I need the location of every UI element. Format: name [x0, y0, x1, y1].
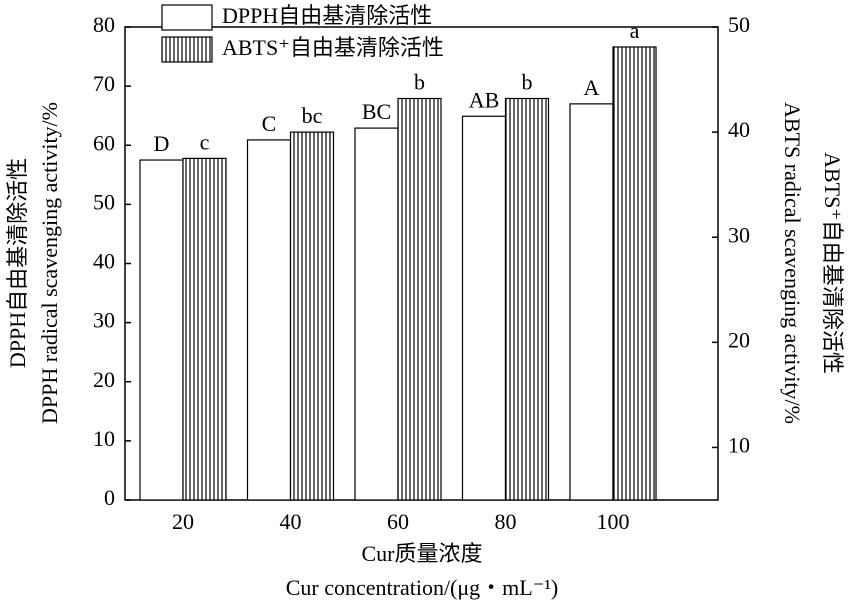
y2-tick-label: 40	[728, 117, 750, 142]
significance-label: D	[154, 131, 170, 156]
legend-label: ABTS⁺自由基清除活性	[222, 35, 444, 60]
y2-tick-label: 30	[728, 222, 750, 247]
y-axis-label: DPPH自由基清除活性	[5, 158, 30, 368]
significance-label: A	[584, 75, 600, 100]
y-tick-label: 10	[93, 426, 115, 451]
bar	[504, 97, 550, 501]
legend-label: DPPH自由基清除活性	[222, 3, 432, 28]
bar	[461, 115, 507, 501]
y2-axis-label: ABTS⁺自由基清除活性	[820, 152, 845, 374]
significance-label: b	[414, 70, 425, 95]
x-tick-label: 100	[597, 509, 630, 534]
significance-label: C	[262, 111, 277, 136]
y-tick-label: 80	[93, 12, 115, 37]
bar	[246, 139, 292, 501]
significance-label: b	[522, 70, 533, 95]
bar	[397, 97, 442, 501]
y-tick-label: 0	[104, 485, 115, 510]
y2-tick-label: 20	[728, 327, 750, 352]
bar	[612, 46, 657, 501]
x-tick-label: 20	[172, 509, 194, 534]
x-tick-label: 80	[495, 509, 517, 534]
bar	[354, 127, 399, 501]
y-tick-label: 60	[93, 130, 115, 155]
y-tick-label: 20	[93, 367, 115, 392]
significance-label: c	[200, 129, 210, 154]
bar	[289, 131, 335, 501]
x-tick-label: 60	[387, 509, 409, 534]
y-tick-label: 70	[93, 71, 115, 96]
y2-axis-label: ABTS radical scavenging activity/%	[780, 102, 805, 424]
x-axis-label: Cur质量浓度	[361, 541, 482, 566]
significance-label: BC	[362, 99, 391, 124]
y-axis-label: DPPH radical scavenging activity/%	[37, 102, 62, 424]
y2-tick-label: 10	[728, 432, 750, 457]
y2-tick-label: 50	[728, 12, 750, 37]
bar	[569, 103, 614, 501]
significance-label: bc	[302, 103, 323, 128]
y-tick-label: 30	[93, 308, 115, 333]
x-axis-label: Cur concentration/(μg・mL⁻¹)	[286, 575, 559, 600]
significance-label: AB	[469, 87, 500, 112]
legend-swatch	[161, 4, 213, 31]
significance-label: a	[630, 18, 640, 43]
x-tick-label: 40	[280, 509, 302, 534]
bar	[182, 157, 227, 501]
bar	[139, 159, 184, 501]
y-tick-label: 40	[93, 249, 115, 274]
legend-swatch	[161, 36, 213, 63]
y-tick-label: 50	[93, 189, 115, 214]
